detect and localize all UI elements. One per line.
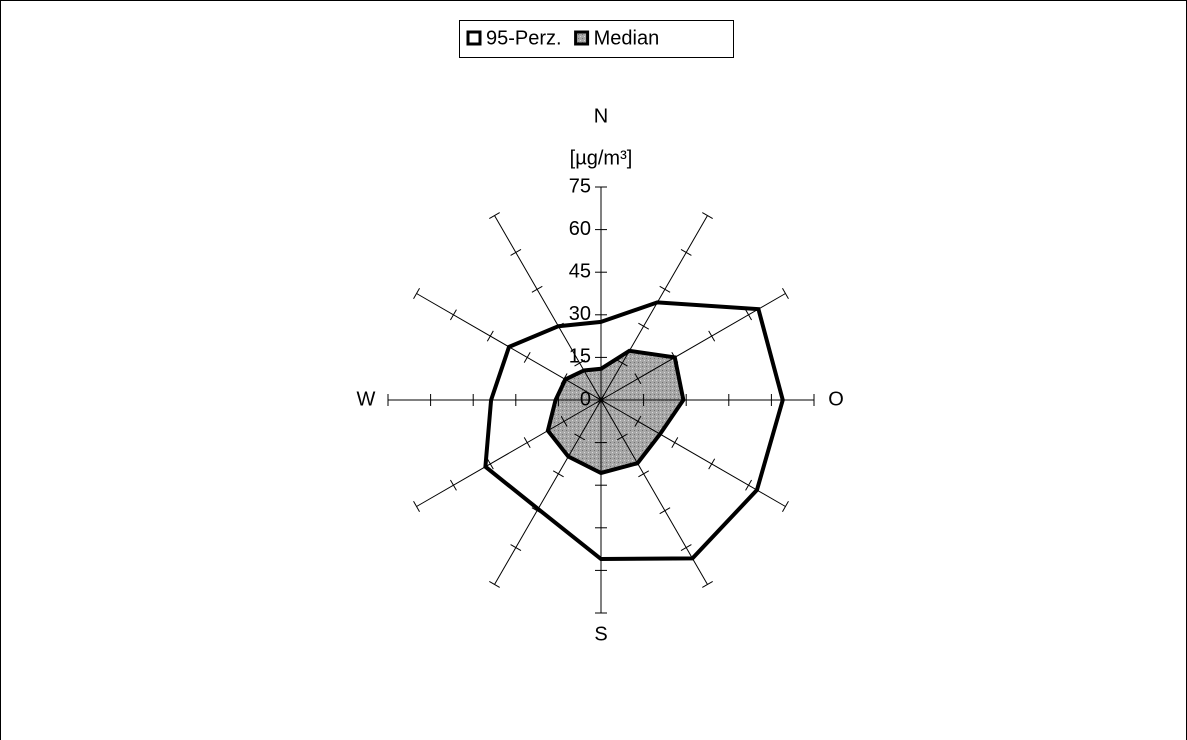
tick-mark: [560, 373, 568, 385]
tick-label: 45: [569, 260, 591, 282]
tick-mark: [634, 415, 642, 427]
tick-mark: [510, 544, 522, 552]
tick-mark: [671, 351, 679, 363]
tick-mark: [616, 359, 628, 367]
tick-mark: [634, 373, 642, 385]
tick-mark: [552, 470, 564, 478]
tick-mark: [489, 212, 500, 219]
tick-mark: [552, 322, 564, 330]
tick-mark: [680, 544, 692, 552]
spoke: [600, 399, 708, 585]
tick-mark: [595, 396, 607, 404]
tick-label: 0: [580, 388, 591, 410]
legend-box: [459, 20, 734, 58]
axis-label: [µg/m³]: [570, 147, 633, 169]
tick-mark: [702, 212, 713, 219]
legend-label: 95-Perz.: [486, 27, 562, 49]
tick-mark: [449, 479, 457, 491]
tick-mark: [486, 330, 494, 342]
tick-label: 15: [569, 346, 591, 368]
tick-mark: [671, 437, 679, 449]
tick-mark: [638, 322, 650, 330]
tick-mark: [574, 433, 586, 441]
category-label: W: [357, 388, 376, 410]
tick-mark: [659, 285, 671, 293]
tick-mark: [782, 288, 789, 299]
spoke: [416, 399, 602, 507]
tick-mark: [510, 248, 522, 256]
spoke: [600, 293, 786, 401]
tick-mark: [523, 437, 531, 449]
tick-mark: [708, 330, 716, 342]
series-area: [545, 348, 686, 476]
category-label: O: [828, 388, 844, 410]
tick-label: 30: [569, 303, 591, 325]
tick-mark: [531, 507, 543, 515]
tick-mark: [486, 458, 494, 470]
spoke: [494, 215, 602, 401]
tick-mark: [702, 581, 713, 588]
category-label: N: [594, 105, 608, 127]
tick-mark: [616, 433, 628, 441]
tick-mark: [708, 458, 716, 470]
tick-mark: [638, 470, 650, 478]
legend-swatch: [574, 30, 590, 46]
tick-mark: [531, 285, 543, 293]
category-label: S: [594, 623, 607, 645]
spoke: [600, 399, 786, 507]
spoke: [600, 215, 708, 401]
tick-mark: [413, 501, 420, 512]
legend-label: Median: [594, 27, 660, 49]
tick-label: 75: [569, 175, 591, 197]
spoke: [494, 399, 602, 585]
tick-mark: [413, 288, 420, 299]
tick-mark: [745, 479, 753, 491]
spoke: [416, 293, 602, 401]
tick-mark: [782, 501, 789, 512]
tick-mark: [523, 351, 531, 363]
tick-label: 60: [569, 218, 591, 240]
legend-swatch: [466, 30, 482, 46]
tick-mark: [574, 359, 586, 367]
tick-mark: [489, 581, 500, 588]
tick-mark: [680, 248, 692, 256]
tick-mark: [560, 415, 568, 427]
tick-mark: [745, 309, 753, 321]
tick-mark: [449, 309, 457, 321]
tick-mark: [659, 507, 671, 515]
